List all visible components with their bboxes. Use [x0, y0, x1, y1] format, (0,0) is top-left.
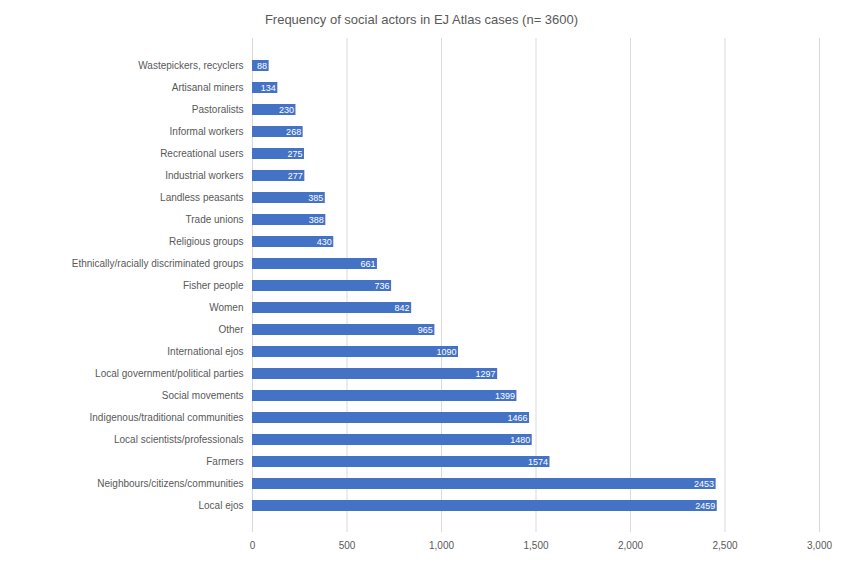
svg-text:268: 268	[286, 127, 301, 137]
svg-text:1,000: 1,000	[429, 540, 454, 551]
svg-text:Neighbours/citizens/communitie: Neighbours/citizens/communities	[97, 478, 243, 489]
svg-text:Local ejos: Local ejos	[198, 500, 243, 511]
svg-text:Fisher people: Fisher people	[183, 280, 244, 291]
svg-text:842: 842	[395, 303, 410, 313]
svg-text:1297: 1297	[476, 369, 496, 379]
svg-text:1466: 1466	[508, 413, 528, 423]
svg-text:388: 388	[309, 215, 324, 225]
svg-text:Farmers: Farmers	[206, 456, 243, 467]
svg-text:385: 385	[308, 193, 323, 203]
svg-text:Pastoralists: Pastoralists	[192, 104, 244, 115]
svg-text:Women: Women	[209, 302, 243, 313]
svg-text:Local scientists/professionals: Local scientists/professionals	[114, 434, 244, 445]
svg-text:1574: 1574	[528, 457, 548, 467]
svg-text:500: 500	[339, 540, 356, 551]
svg-text:1399: 1399	[495, 391, 515, 401]
svg-text:Trade unions: Trade unions	[186, 214, 244, 225]
svg-text:3,000: 3,000	[807, 540, 832, 551]
svg-text:1090: 1090	[436, 347, 456, 357]
html-text:Frequency of social actors in: Frequency of social actors in EJ Atlas c…	[264, 12, 579, 27]
svg-text:2459: 2459	[695, 501, 715, 511]
svg-text:1480: 1480	[510, 435, 530, 445]
svg-text:Ethnically/racially discrimina: Ethnically/racially discriminated groups	[72, 258, 244, 269]
svg-text:736: 736	[375, 281, 390, 291]
svg-text:Other: Other	[218, 324, 244, 335]
svg-text:2453: 2453	[694, 479, 714, 489]
svg-text:134: 134	[261, 83, 276, 93]
svg-text:2,500: 2,500	[712, 540, 737, 551]
svg-text:Landless peasants: Landless peasants	[160, 192, 243, 203]
svg-text:Wastepickers, recyclers: Wastepickers, recyclers	[138, 60, 243, 71]
svg-text:Artisanal miners: Artisanal miners	[172, 82, 244, 93]
svg-text:230: 230	[279, 105, 294, 115]
svg-text:Local government/political par: Local government/political parties	[95, 368, 243, 379]
svg-text:2,000: 2,000	[618, 540, 643, 551]
svg-text:Religious groups: Religious groups	[169, 236, 244, 247]
svg-text:661: 661	[360, 259, 375, 269]
svg-text:0: 0	[250, 540, 256, 551]
svg-text:277: 277	[288, 171, 303, 181]
svg-text:Informal workers: Informal workers	[170, 126, 244, 137]
svg-text:88: 88	[257, 61, 267, 71]
svg-text:Indigenous/traditional communi: Indigenous/traditional communities	[90, 412, 244, 423]
svg-text:Social movements: Social movements	[162, 390, 244, 401]
svg-text:International ejos: International ejos	[167, 346, 243, 357]
svg-text:430: 430	[317, 237, 332, 247]
svg-text:1,500: 1,500	[523, 540, 548, 551]
svg-text:965: 965	[418, 325, 433, 335]
svg-text:Recreational users: Recreational users	[160, 148, 243, 159]
svg-text:275: 275	[287, 149, 302, 159]
svg-text:Industrial workers: Industrial workers	[165, 170, 243, 181]
